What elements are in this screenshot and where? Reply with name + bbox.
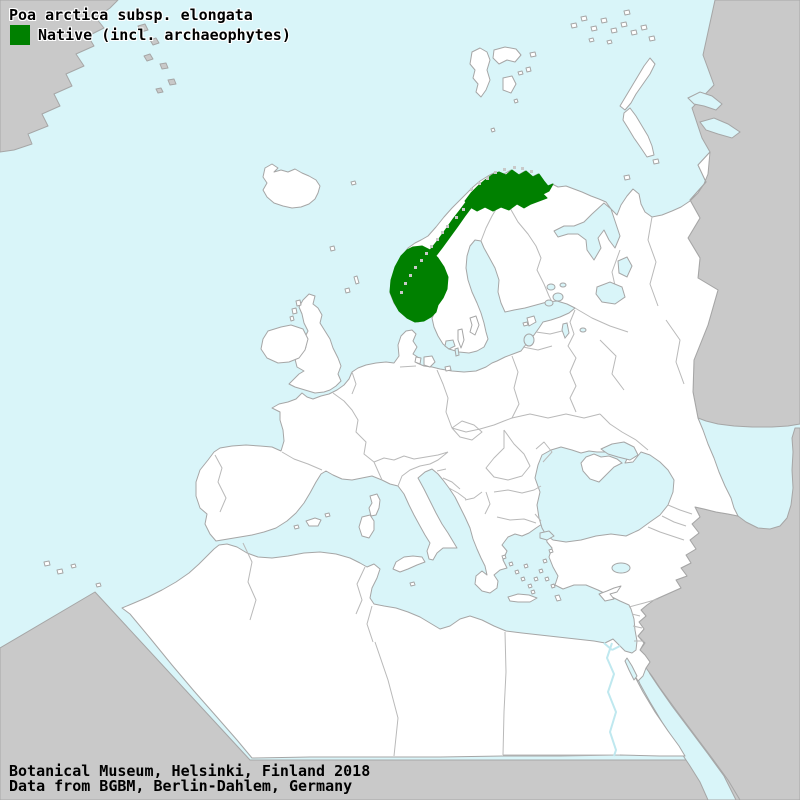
- cyprus: [598, 585, 622, 602]
- gulf-of-suez: [624, 657, 638, 681]
- mallorca: [305, 517, 322, 527]
- lake-onega: [617, 256, 633, 278]
- black-sea: [534, 446, 675, 543]
- africa-south: [0, 591, 800, 800]
- sea-of-marmara: [539, 530, 555, 541]
- crete: [507, 593, 538, 603]
- islands: [43, 9, 660, 603]
- red-sea: [628, 655, 737, 800]
- mapped-landmass: [121, 151, 739, 759]
- map-title: Poa arctica subsp. elongata: [9, 6, 253, 24]
- white-sea: [553, 202, 621, 261]
- attribution: Botanical Museum, Helsinki, Finland 2018…: [9, 764, 370, 794]
- legend: Native (incl. archaeophytes): [10, 25, 291, 45]
- sicily: [392, 555, 426, 573]
- nile-river: [603, 642, 621, 757]
- distribution-south-norway: [389, 245, 449, 323]
- ireland: [260, 324, 309, 364]
- country-borders: [214, 205, 693, 757]
- gotland: [469, 315, 480, 336]
- sea-of-azov: [600, 441, 639, 461]
- legend-native-swatch: [10, 25, 30, 45]
- kara-inlets: [687, 91, 741, 139]
- attribution-line2: Data from BGBM, Berlin-Dahlem, Germany: [9, 777, 353, 795]
- sardinia: [358, 514, 375, 539]
- legend-native-label: Native (incl. archaeophytes): [38, 26, 291, 44]
- crimea: [580, 453, 623, 483]
- zealand: [423, 355, 436, 368]
- inner-seas: [523, 202, 675, 681]
- lakes: [444, 256, 633, 574]
- corsica: [368, 493, 381, 517]
- iceland: [262, 163, 321, 209]
- lake-van: [611, 562, 631, 574]
- oland: [457, 328, 465, 349]
- lake-vanern: [444, 339, 456, 350]
- distribution-area: [389, 169, 554, 323]
- gulf-of-riga: [523, 333, 535, 347]
- lake-peipus: [561, 322, 570, 339]
- lake-ladoga: [595, 281, 626, 305]
- attribution-line1: Botanical Museum, Helsinki, Finland 2018: [9, 762, 371, 780]
